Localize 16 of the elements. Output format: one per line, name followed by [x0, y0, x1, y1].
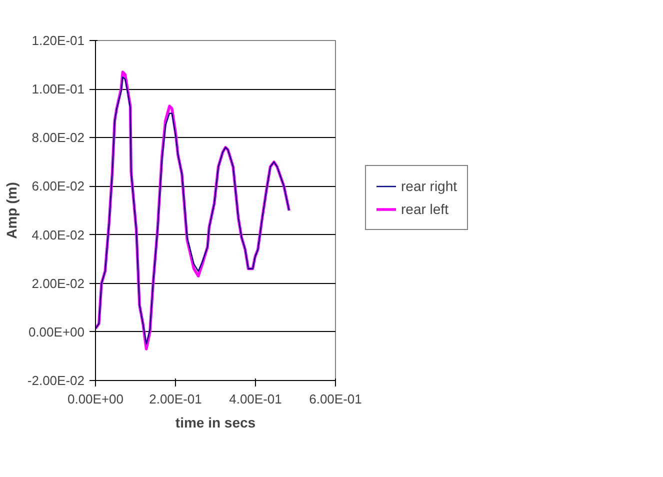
y-tick-label: -2.00E-02: [27, 373, 85, 388]
y-tick-label: 4.00E-02: [32, 227, 85, 242]
x-tick-label: 2.00E-01: [149, 392, 202, 406]
y-tick-label: 8.00E-02: [32, 130, 85, 146]
y-tick-label: 6.00E-02: [32, 178, 85, 194]
y-axis-title: Amp (m): [3, 182, 20, 239]
y-tick-label: 1.20E-01: [32, 33, 85, 48]
x-axis-title: time in secs: [175, 414, 256, 430]
x-tick-label: 0.00E+00: [67, 392, 124, 406]
y-tick-label: 0.00E+00: [28, 324, 85, 340]
legend-label: rear right: [401, 178, 458, 194]
legend-label: rear left: [401, 201, 448, 217]
x-tick-label: 4.00E-01: [229, 392, 282, 406]
y-tick-label: 1.00E-01: [32, 82, 85, 97]
y-tick-label: 2.00E-02: [32, 276, 85, 291]
x-tick-label: 6.00E-01: [309, 392, 362, 406]
